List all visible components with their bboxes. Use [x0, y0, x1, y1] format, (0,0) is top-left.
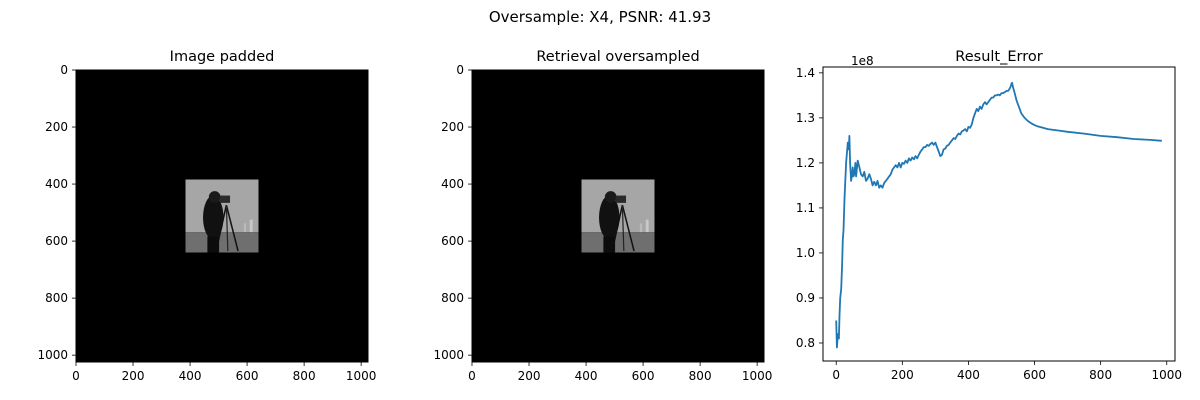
- y-tick-label: 800: [441, 291, 464, 305]
- figure-suptitle: Oversample: X4, PSNR: 41.93: [489, 8, 711, 26]
- y-tick-label: 200: [45, 120, 68, 134]
- x-tick-label: 1000: [742, 369, 773, 383]
- axes-frame: [75, 69, 369, 363]
- y-offset-label: 1e8: [851, 54, 874, 68]
- panel-title: Image padded: [170, 49, 275, 65]
- y-tick-label: 0.9: [796, 291, 815, 305]
- x-tick-label: 1000: [1151, 368, 1182, 382]
- x-tick-label: 0: [832, 368, 840, 382]
- x-tick-label: 200: [122, 369, 145, 383]
- y-tick-label: 1.3: [796, 111, 815, 125]
- line-panel: Result_Error 1e8 0 200 400 600 800 1000 0.8 0.9 1.…: [796, 49, 1182, 382]
- y-tick-label: 400: [45, 177, 68, 191]
- y-tick-label: 800: [45, 291, 68, 305]
- y-tick-label: 1.4: [796, 66, 815, 80]
- y-tick-label: 1.1: [796, 201, 815, 215]
- y-tick-label: 1000: [37, 348, 68, 362]
- x-tick-label: 1000: [346, 369, 377, 383]
- x-tick-label: 600: [632, 369, 655, 383]
- panel-title: Result_Error: [955, 49, 1042, 65]
- y-tick-label: 200: [441, 120, 464, 134]
- y-tick-label: 0: [60, 63, 68, 77]
- x-tick-label: 800: [293, 369, 316, 383]
- y-tick-label: 400: [441, 177, 464, 191]
- x-tick-label: 400: [957, 368, 980, 382]
- cameraman-photo-icon: [581, 179, 655, 253]
- x-tick-label: 800: [1089, 368, 1112, 382]
- image-panel-2: Retrieval oversampled 0 200 400 600 800 1000 0 2…: [433, 49, 772, 383]
- x-tick-label: 0: [72, 369, 80, 383]
- cameraman-photo-icon: [185, 179, 259, 253]
- panel-title: Retrieval oversampled: [536, 49, 699, 65]
- y-tick-label: 0: [456, 63, 464, 77]
- y-tick-label: 0.8: [796, 336, 815, 350]
- x-tick-label: 600: [1023, 368, 1046, 382]
- error-series-line: [835, 81, 1162, 349]
- x-tick-label: 600: [236, 369, 259, 383]
- y-tick-label: 1000: [433, 348, 464, 362]
- y-tick-label: 600: [441, 234, 464, 248]
- y-tick-label: 1.2: [796, 156, 815, 170]
- y-tick-label: 1.0: [796, 246, 815, 260]
- axes-frame: [822, 66, 1176, 362]
- y-tick-label: 600: [45, 234, 68, 248]
- image-panel-1: Image padded 0 200 400 600 800 1000 0 200 400 600 8…: [37, 49, 376, 383]
- x-tick-label: 800: [689, 369, 712, 383]
- axes-frame: [471, 69, 765, 363]
- x-tick-label: 0: [468, 369, 476, 383]
- x-tick-label: 200: [518, 369, 541, 383]
- x-tick-label: 200: [891, 368, 914, 382]
- x-tick-label: 400: [179, 369, 202, 383]
- x-tick-label: 400: [575, 369, 598, 383]
